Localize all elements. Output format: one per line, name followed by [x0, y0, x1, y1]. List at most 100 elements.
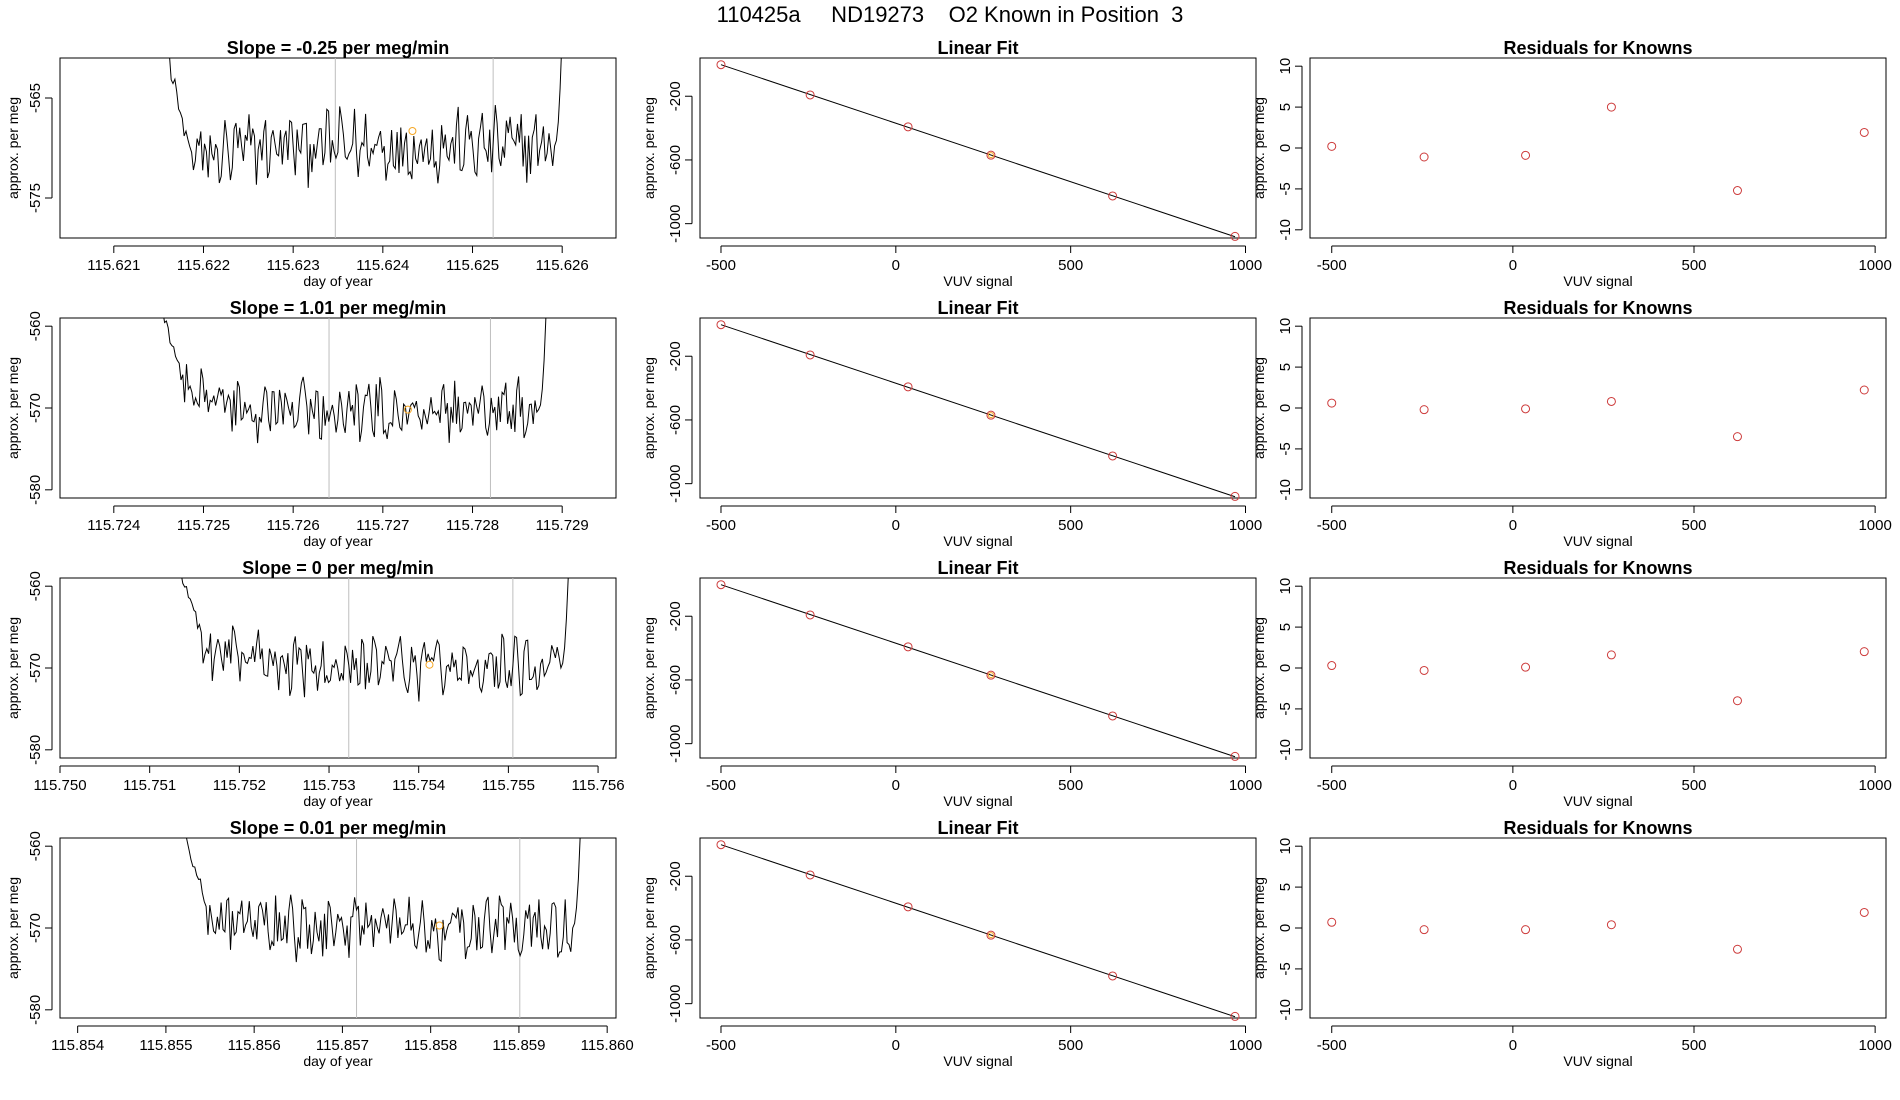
panel-linear-fit-row-3: Linear Fit -500 0 500 1000 VUV signal -200 -600…	[641, 558, 1262, 809]
x-tick-label: 1000	[1858, 1037, 1891, 1054]
x-tick-label: 500	[1058, 257, 1083, 274]
x-tick-label: 500	[1681, 517, 1706, 534]
data-point	[986, 150, 996, 160]
x-tick-label: 500	[1681, 257, 1706, 274]
y-tick-label: -560	[27, 831, 44, 861]
x-axis-label: VUV signal	[943, 273, 1012, 289]
trace-line	[186, 838, 581, 963]
plot-frame	[59, 837, 617, 1019]
data-point	[1230, 751, 1240, 761]
y-tick-label: 0	[1277, 404, 1294, 412]
x-tick-label: 115.858	[404, 1037, 457, 1054]
y-axis-label: approx. per meg	[5, 97, 21, 199]
x-tick-label: 1000	[1229, 517, 1262, 534]
panel-residuals-row-4: Residuals for Knowns -500 0 500 1000 VUV sign…	[1251, 818, 1892, 1069]
x-tick-label: 0	[892, 1037, 900, 1054]
y-tick-label: -10	[1277, 479, 1294, 501]
plot-title: Residuals for Knowns	[1503, 298, 1692, 318]
y-tick-label: -580	[27, 475, 44, 505]
x-tick-label: 1000	[1858, 257, 1891, 274]
y-tick-label: -1000	[667, 204, 684, 242]
x-tick-label: -500	[706, 257, 736, 274]
x-tick-label: 115.857	[316, 1037, 369, 1054]
data-point	[1859, 647, 1869, 657]
y-tick-label: 10	[1277, 578, 1294, 595]
panel-linear-fit-row-4: Linear Fit -500 0 500 1000 VUV signal -200 -600…	[641, 818, 1262, 1069]
data-point	[805, 870, 815, 880]
data-point	[903, 122, 913, 132]
y-tick-label: -200	[667, 341, 684, 371]
plot-frame	[1309, 57, 1887, 239]
data-point	[716, 320, 726, 330]
y-tick-label: 0	[1277, 144, 1294, 152]
data-point	[716, 60, 726, 70]
data-point	[716, 840, 726, 850]
y-axis-label: approx. per meg	[641, 97, 657, 199]
panel-linear-fit-row-2: Linear Fit -500 0 500 1000 VUV signal -200 -600…	[641, 298, 1262, 549]
y-tick-label: -5	[1277, 182, 1294, 195]
data-point	[1606, 102, 1616, 112]
x-tick-label: 500	[1058, 517, 1083, 534]
data-point	[986, 930, 996, 940]
y-tick-label: -570	[27, 913, 44, 943]
x-tick-label: 115.626	[536, 257, 589, 274]
plot-frame	[59, 57, 617, 239]
x-tick-label: 115.754	[392, 777, 445, 794]
plot-frame	[699, 317, 1257, 499]
x-tick-label: -500	[706, 517, 736, 534]
highlight-point	[987, 412, 994, 419]
y-axis-label: approx. per meg	[5, 877, 21, 979]
plot-title: Slope = 0 per meg/min	[242, 558, 434, 578]
y-axis-label: approx. per meg	[1251, 617, 1267, 719]
panel-residuals-row-2: Residuals for Knowns -500 0 500 1000 VUV sign…	[1251, 298, 1892, 549]
y-axis-label: approx. per meg	[5, 617, 21, 719]
x-tick-label: 115.750	[33, 777, 86, 794]
panel-residuals-row-1: Residuals for Knowns -500 0 500 1000 VUV sign…	[1251, 38, 1892, 289]
y-axis-label: approx. per meg	[641, 617, 657, 719]
y-tick-label: 0	[1277, 664, 1294, 672]
plot-title: Linear Fit	[937, 558, 1018, 578]
x-tick-label: 115.624	[356, 257, 409, 274]
x-axis-label: day of year	[303, 1053, 373, 1069]
data-point	[1108, 191, 1118, 201]
data-point	[1230, 231, 1240, 241]
x-tick-label: -500	[1317, 1037, 1347, 1054]
x-tick-label: 115.854	[51, 1037, 104, 1054]
highlight-point	[987, 932, 994, 939]
y-tick-label: -1000	[667, 984, 684, 1022]
fit-line	[720, 64, 1236, 238]
data-point	[986, 410, 996, 420]
panel-time-trace-row-4: Slope = 0.01 per meg/min 115.854 115.855 11…	[5, 818, 634, 1069]
plot-frame	[59, 577, 617, 759]
y-axis-label: approx. per meg	[641, 357, 657, 459]
data-point	[986, 670, 996, 680]
x-axis-label: VUV signal	[1563, 793, 1632, 809]
panel-residuals-row-3: Residuals for Knowns -500 0 500 1000 VUV sign…	[1251, 558, 1892, 809]
x-tick-label: 1000	[1858, 777, 1891, 794]
x-tick-label: 1000	[1858, 517, 1891, 534]
y-tick-label: -600	[667, 405, 684, 435]
y-tick-label: -200	[667, 81, 684, 111]
plot-frame	[59, 317, 617, 499]
x-tick-label: 115.623	[267, 257, 320, 274]
data-point	[1732, 186, 1742, 196]
data-point	[1108, 451, 1118, 461]
data-point	[1606, 920, 1616, 930]
data-point	[1606, 396, 1616, 406]
plot-frame	[1309, 577, 1887, 759]
data-point	[1108, 711, 1118, 721]
x-tick-label: 115.728	[446, 517, 499, 534]
data-point	[1108, 971, 1118, 981]
x-tick-label: 0	[892, 257, 900, 274]
data-point	[1230, 1011, 1240, 1021]
y-tick-label: -580	[27, 995, 44, 1025]
x-tick-label: 115.726	[267, 517, 320, 534]
highlight-point	[987, 152, 994, 159]
x-axis-label: VUV signal	[1563, 1053, 1632, 1069]
highlight-marker	[425, 660, 434, 669]
x-tick-label: 0	[1509, 257, 1517, 274]
y-axis-label: approx. per meg	[1251, 877, 1267, 979]
plot-title: Linear Fit	[937, 38, 1018, 58]
y-axis-label: approx. per meg	[641, 877, 657, 979]
